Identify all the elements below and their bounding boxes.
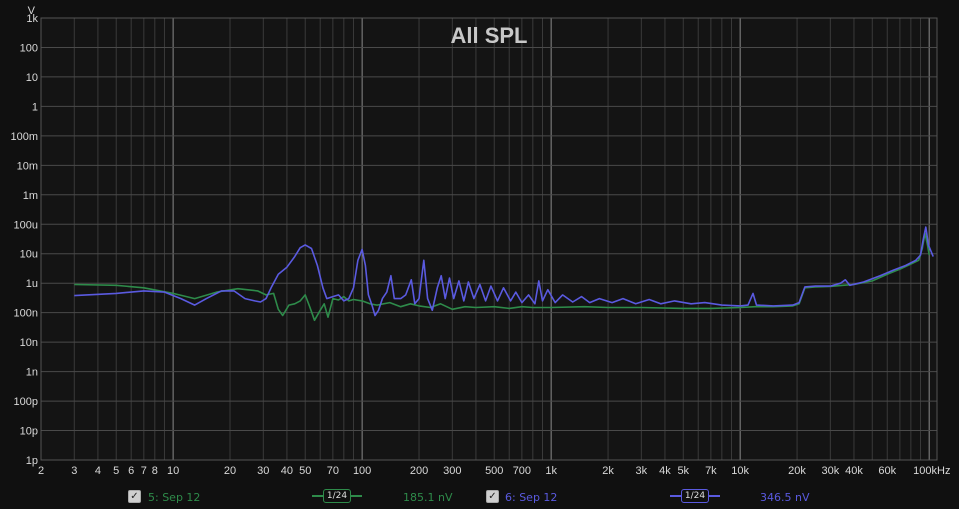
x-tick-label: 20k: [788, 465, 806, 477]
x-tick-label: 60k: [878, 465, 896, 477]
legend-bar: ✓ 5: Sep 12 1/24 185.1 nV ✓ 6: Sep 12 1/…: [0, 482, 959, 509]
y-tick-label: 10m: [17, 160, 38, 172]
y-tick-label: 1u: [26, 278, 38, 290]
vertical-gridlines: [40, 18, 930, 460]
x-tick-label: 100kHz: [913, 465, 950, 477]
y-tick-label: 10p: [20, 426, 38, 438]
x-tick-label: 10k: [731, 465, 749, 477]
y-tick-label: 100u: [14, 219, 38, 231]
x-tick-label: 2: [38, 465, 44, 477]
x-tick-label: 2k: [602, 465, 614, 477]
series-6-smoothing-button[interactable]: 1/24: [670, 489, 720, 503]
x-tick-label: 500: [485, 465, 503, 477]
x-tick-label: 700: [513, 465, 531, 477]
x-tick-label: 5: [113, 465, 119, 477]
x-tick-label: 100: [353, 465, 371, 477]
x-tick-label: 70: [327, 465, 339, 477]
x-tick-label: 3: [71, 465, 77, 477]
y-tick-label: 100p: [14, 396, 38, 408]
series-6-label[interactable]: 6: Sep 12: [505, 491, 558, 504]
series-6-value: 346.5 nV: [760, 491, 810, 504]
x-tick-label: 5k: [677, 465, 689, 477]
x-tick-label: 20: [224, 465, 236, 477]
series-6-checkbox[interactable]: ✓: [486, 490, 499, 503]
x-tick-label: 10: [167, 465, 179, 477]
y-axis-label: V: [28, 5, 36, 17]
x-tick-label: 30: [257, 465, 269, 477]
horizontal-gridlines: [41, 17, 937, 461]
series-5-smoothing-button[interactable]: 1/24: [312, 489, 362, 503]
x-tick-label: 200: [410, 465, 428, 477]
x-tick-label: 4k: [659, 465, 671, 477]
x-tick-label: 3k: [636, 465, 648, 477]
x-tick-label: 300: [443, 465, 461, 477]
y-tick-label: 1: [32, 101, 38, 113]
y-tick-label: 1p: [26, 455, 38, 467]
spl-chart[interactable]: 1k 100 10 1 100m 10m 1m 100u 10u 1u 100n 10n 1n 100p 1…: [0, 0, 959, 482]
x-tick-label: 6: [128, 465, 134, 477]
chart-title: All SPL: [450, 23, 527, 48]
x-tick-label: 7k: [705, 465, 717, 477]
y-tick-label: 100: [20, 42, 38, 54]
y-tick-label: 10: [26, 72, 38, 84]
series-5-label[interactable]: 5: Sep 12: [148, 491, 201, 504]
series-5-smoothing-label: 1/24: [323, 489, 351, 503]
y-tick-label: 1n: [26, 367, 38, 379]
series-5-value: 185.1 nV: [403, 491, 453, 504]
x-tick-label: 50: [299, 465, 311, 477]
x-tick-label: 1k: [545, 465, 557, 477]
y-tick-label: 10u: [20, 249, 38, 261]
plot-area: [41, 18, 937, 460]
y-tick-label: 100m: [10, 131, 38, 143]
x-tick-label: 7: [141, 465, 147, 477]
y-tick-label: 10n: [20, 337, 38, 349]
series-6-smoothing-label: 1/24: [681, 489, 709, 503]
series-line-2: [74, 226, 934, 317]
x-tick-label: 8: [152, 465, 158, 477]
x-tick-label: 30k: [821, 465, 839, 477]
plot-frame: [40, 17, 938, 461]
y-tick-label: 1m: [23, 190, 38, 202]
x-tick-label: 40k: [845, 465, 863, 477]
x-tick-label: 40: [281, 465, 293, 477]
y-tick-label: 100n: [14, 308, 38, 320]
y-tick-label: 1k: [26, 13, 38, 25]
series-5-checkbox[interactable]: ✓: [128, 490, 141, 503]
x-tick-label: 4: [95, 465, 101, 477]
